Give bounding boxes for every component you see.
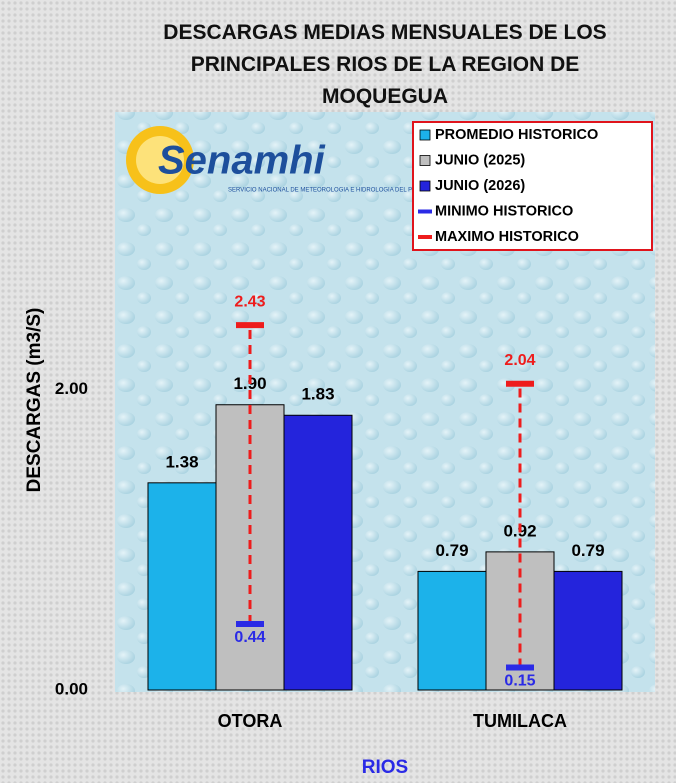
bar [418,571,486,690]
legend-swatch [420,181,430,191]
legend-swatch [420,156,430,166]
legend-label: MINIMO HISTORICO [435,203,573,219]
title-line: DESCARGAS MEDIAS MENSUALES DE LOS [163,21,606,44]
y-axis-label: DESCARGAS (m3/S) [24,308,45,493]
legend-label: PROMEDIO HISTORICO [435,127,598,143]
min-label: 0.44 [234,629,265,646]
max-label: 2.04 [504,352,535,369]
title-line: PRINCIPALES RIOS DE LA REGION DE [191,53,580,76]
logo-text: Senamhi [158,139,326,183]
chart: Senamhi SERVICIO NACIONAL DE METEOROLOGI… [0,0,676,783]
legend-label: JUNIO (2025) [435,152,525,168]
x-tick-label: TUMILACA [473,711,567,731]
value-label: 0.79 [571,541,604,560]
value-label: 1.38 [165,452,198,471]
page: {"chart_data": { "type": "bar", "title":… [0,0,676,783]
bar [284,415,352,690]
value-label: 1.83 [301,385,334,404]
y-tick-label: 2.00 [55,379,88,398]
bar [148,483,216,690]
max-label: 2.43 [234,293,265,310]
value-label: 0.79 [435,541,468,560]
legend-swatch [420,130,430,140]
title-line: MOQUEGUA [322,85,448,108]
logo-subtitle: SERVICIO NACIONAL DE METEOROLOGIA E HIDR… [228,188,425,194]
min-label: 0.15 [504,673,535,690]
legend-label: MAXIMO HISTORICO [435,229,579,245]
bar [554,571,622,690]
x-axis-label: RIOS [362,757,408,778]
y-tick-label: 0.00 [55,679,88,698]
x-tick-label: OTORA [218,711,283,731]
legend-label: JUNIO (2026) [435,178,525,194]
